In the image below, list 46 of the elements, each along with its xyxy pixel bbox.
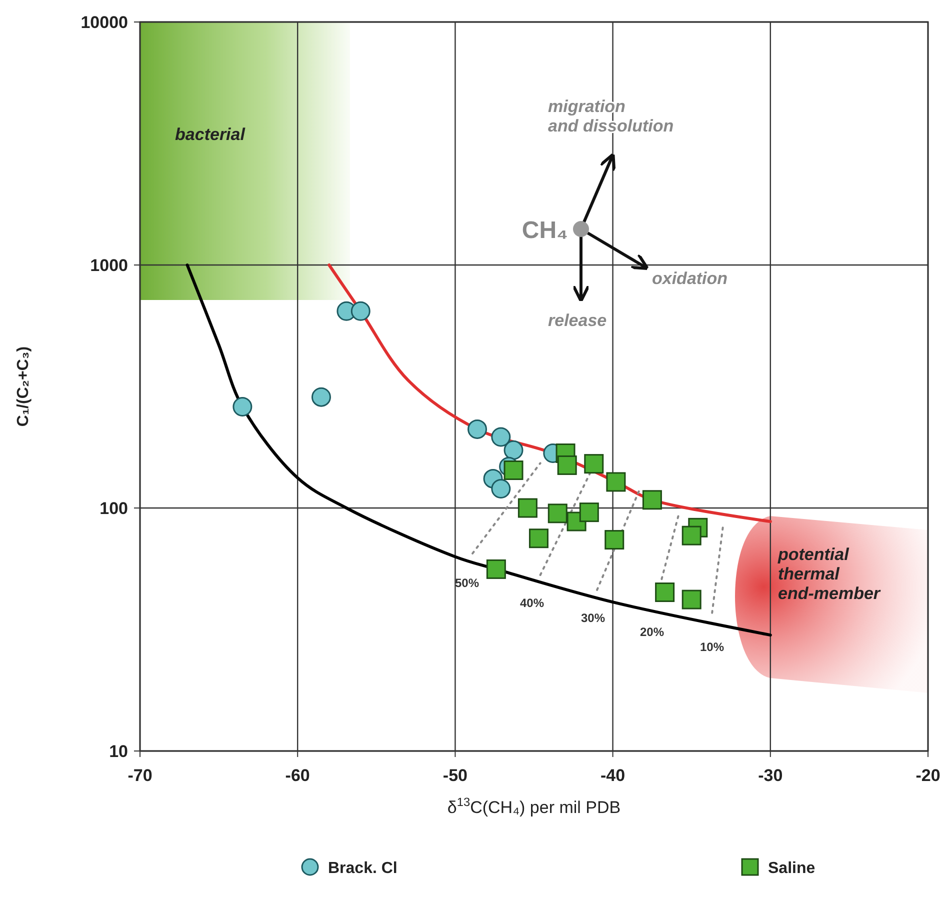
annotation: 30% [580,611,606,625]
y-tick-label: 100 [100,499,128,518]
point [584,454,604,474]
point [518,498,538,518]
line-series [186,264,772,637]
point [486,559,506,579]
x-tick-label: -70 [128,766,152,785]
point [548,504,568,524]
legend-label: Saline [768,860,816,877]
legend-label: Brack. Cl [328,860,398,877]
annotation: bacterial [175,125,246,144]
point [504,460,524,480]
point [579,502,599,522]
x-tick-label: -60 [285,766,310,785]
point [682,590,702,610]
x-tick-label: -50 [442,766,468,785]
annotation: potential thermal end-member [777,545,882,604]
annotation: 10% [700,640,724,654]
y-tick-label: 1000 [90,256,128,275]
annotation: release [548,311,607,330]
annotation: oxidation [652,269,728,288]
point [604,530,624,550]
point [491,427,511,447]
point [655,582,675,602]
point [642,490,662,510]
point [491,479,511,499]
point [557,455,577,475]
point [606,472,626,492]
point [350,301,370,321]
y-axis-title: C₁/(C₂+C₃) [15,346,32,427]
annotation: CH₄ [522,217,568,244]
line-series [328,264,772,523]
annotation: 20% [640,625,664,639]
y-tick-label: 10 [109,742,128,761]
x-tick-label: -20 [916,766,940,785]
x-tick-label: -40 [600,766,626,785]
x-tick-label: -30 [758,766,783,785]
x-axis-title: δ$^{13}$C(CH₄) per mil PDB [447,795,621,817]
point [232,397,252,417]
point [682,526,702,546]
point [311,387,331,407]
point [468,419,488,439]
y-tick-label: 10000 [80,13,128,32]
point [504,440,524,460]
point [528,528,548,548]
annotation: 40% [520,596,544,610]
